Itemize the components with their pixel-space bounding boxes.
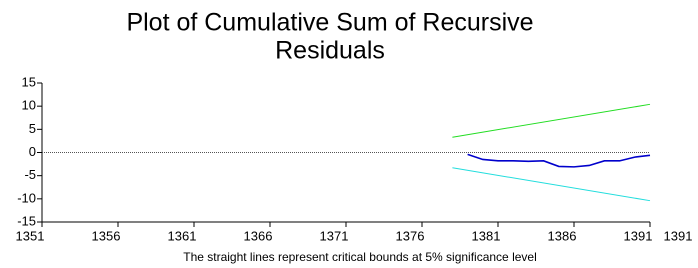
x-tick-label: 1391	[664, 228, 693, 243]
x-tick-label: 1381	[472, 228, 501, 243]
y-tick-label: 10	[22, 98, 36, 113]
page: {"chart_data": {"type": "line", "title_l…	[0, 0, 698, 268]
y-tick-label: 0	[29, 144, 36, 159]
series-line	[468, 154, 650, 167]
x-tick-label: 1376	[396, 228, 425, 243]
y-tick-label: -5	[24, 167, 36, 182]
x-tick-label: 1356	[92, 228, 121, 243]
chart-title: Residuals	[275, 37, 385, 65]
chart: Plot of Cumulative Sum of Recursive Resi…	[0, 0, 698, 268]
chart-title: Plot of Cumulative Sum of Recursive	[126, 9, 533, 37]
y-tick-label: -15	[17, 213, 36, 228]
x-tick-label: 1366	[244, 228, 273, 243]
x-tick-label: 1371	[320, 228, 349, 243]
y-tick-label: -10	[17, 190, 36, 205]
y-tick-label: 5	[29, 121, 36, 136]
y-tick-label: 15	[22, 74, 36, 89]
x-tick-label: 1351	[16, 228, 45, 243]
series-line	[452, 104, 650, 137]
x-tick-label: 1386	[548, 228, 577, 243]
x-tick-label: 1361	[168, 228, 197, 243]
series-line	[452, 168, 650, 201]
x-tick-label: 1391	[624, 228, 653, 243]
x-axis-label: The straight lines represent critical bo…	[183, 250, 537, 264]
